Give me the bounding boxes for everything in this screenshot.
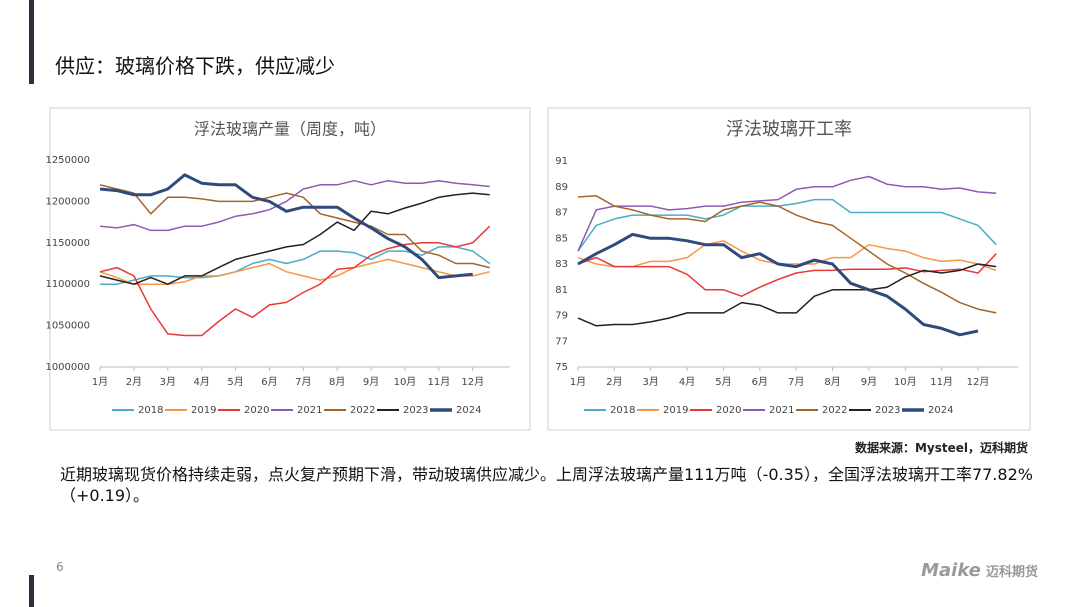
x-tick-label: 10月 bbox=[394, 376, 417, 388]
x-tick-label: 12月 bbox=[461, 376, 484, 388]
x-tick-label: 9月 bbox=[861, 376, 877, 388]
y-tick-label: 77 bbox=[555, 336, 568, 347]
x-tick-label: 6月 bbox=[752, 376, 768, 388]
y-tick-label: 85 bbox=[555, 233, 568, 244]
charts: 浮法玻璃产量（周度，吨） 1000000 1050000 1100000 1150000… bbox=[45, 107, 1031, 431]
y-tick-label: 1200000 bbox=[45, 196, 90, 207]
x-tick-label: 12月 bbox=[967, 376, 990, 388]
series-line bbox=[100, 246, 491, 285]
x-tick-label: 11月 bbox=[427, 376, 450, 388]
x-tick-label: 2月 bbox=[126, 376, 142, 388]
chart-frame bbox=[49, 107, 531, 431]
x-tick-label: 8月 bbox=[329, 376, 345, 388]
legend-label: 2019 bbox=[663, 405, 688, 416]
series-line bbox=[99, 258, 490, 285]
legend-label: 2024 bbox=[456, 405, 481, 416]
x-tick-label: 8月 bbox=[824, 376, 840, 388]
series-line bbox=[99, 192, 490, 285]
body-text: 近期玻璃现货价格持续走弱，点火复产预期下滑，带动玻璃供应减少。上周浮法玻璃产量1… bbox=[60, 465, 1033, 505]
legend-label: 2021 bbox=[297, 405, 322, 416]
series-line bbox=[99, 173, 473, 280]
legend-label: 2023 bbox=[403, 405, 428, 416]
legend-label: 2019 bbox=[191, 405, 216, 416]
series-line bbox=[577, 195, 997, 314]
x-tick-label: 6月 bbox=[261, 376, 277, 388]
x-tick-label: 3月 bbox=[160, 376, 176, 388]
y-tick-label: 89 bbox=[555, 182, 568, 193]
x-tick-label: 9月 bbox=[363, 376, 379, 388]
legend-label: 2018 bbox=[138, 405, 163, 416]
page-number: 6 bbox=[56, 560, 64, 574]
x-tick-label: 4月 bbox=[679, 376, 695, 388]
x-tick-label: 7月 bbox=[788, 376, 804, 388]
x-tick-label: 10月 bbox=[894, 376, 917, 388]
y-tick-label: 1100000 bbox=[45, 279, 90, 290]
accent-bar bbox=[29, 575, 34, 607]
x-tick-label: 4月 bbox=[193, 376, 209, 388]
legend-label: 2023 bbox=[875, 405, 900, 416]
x-tick-label: 7月 bbox=[295, 376, 311, 388]
x-tick-label: 5月 bbox=[227, 376, 243, 388]
legend-label: 2022 bbox=[822, 405, 847, 416]
x-tick-label: 1月 bbox=[570, 376, 586, 388]
series-line bbox=[99, 184, 490, 269]
y-tick-label: 91 bbox=[555, 156, 568, 167]
series-line bbox=[577, 198, 997, 252]
x-tick-label: 3月 bbox=[643, 376, 659, 388]
chart-frame bbox=[547, 107, 1031, 431]
legend-label: 2022 bbox=[350, 405, 375, 416]
logo: Maike 迈科期货 bbox=[921, 560, 1038, 581]
legend-label: 2018 bbox=[610, 405, 635, 416]
y-tick-label: 81 bbox=[555, 285, 568, 296]
logo-latin: Maike bbox=[921, 560, 981, 581]
x-tick-label: 5月 bbox=[715, 376, 731, 388]
chart-title: 浮法玻璃开工率 bbox=[726, 119, 852, 140]
series-line bbox=[577, 232, 979, 337]
y-tick-label: 83 bbox=[555, 259, 568, 270]
legend-label: 2021 bbox=[769, 405, 794, 416]
legend-label: 2024 bbox=[928, 405, 953, 416]
legend-label: 2020 bbox=[244, 405, 269, 416]
legend-label: 2020 bbox=[716, 405, 741, 416]
x-tick-label: 11月 bbox=[930, 376, 953, 388]
series-line bbox=[577, 263, 997, 327]
y-tick-label: 75 bbox=[555, 362, 568, 373]
x-tick-label: 2月 bbox=[606, 376, 622, 388]
source-note: 数据来源：Mysteel，迈科期货 bbox=[854, 441, 1028, 455]
series-line bbox=[99, 225, 491, 337]
slide-title: 供应：玻璃价格下跌，供应减少 bbox=[55, 54, 335, 78]
chart-title: 浮法玻璃产量（周度，吨） bbox=[194, 120, 386, 139]
y-tick-label: 1250000 bbox=[45, 155, 90, 166]
y-tick-label: 1050000 bbox=[45, 321, 90, 332]
series-line bbox=[577, 175, 997, 252]
logo-chinese: 迈科期货 bbox=[985, 565, 1038, 580]
x-tick-label: 1月 bbox=[92, 376, 108, 388]
accent-bar bbox=[29, 0, 34, 84]
y-tick-label: 1000000 bbox=[45, 362, 90, 373]
y-tick-label: 1150000 bbox=[45, 238, 90, 249]
y-tick-label: 87 bbox=[555, 208, 568, 219]
y-tick-label: 79 bbox=[555, 311, 568, 322]
